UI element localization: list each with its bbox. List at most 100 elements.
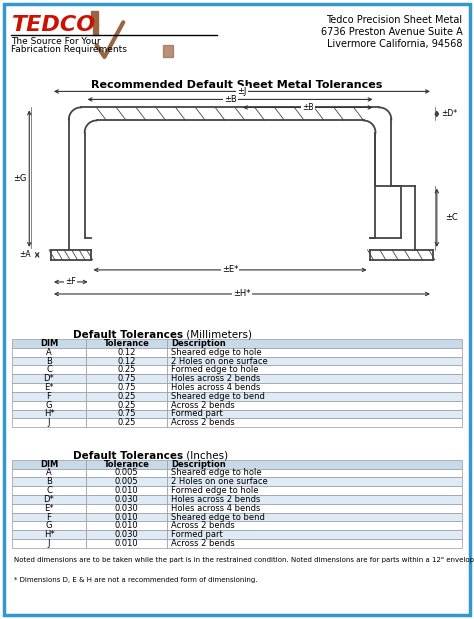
Text: Sheared edge to hole: Sheared edge to hole [171, 469, 262, 477]
Text: H*: H* [44, 530, 55, 539]
Bar [12, 410, 86, 418]
Bar [12, 530, 86, 539]
Text: 0.030: 0.030 [115, 495, 138, 504]
Text: 0.010: 0.010 [115, 513, 138, 521]
Text: 0.030: 0.030 [115, 504, 138, 513]
Bar [12, 392, 86, 400]
Bar [86, 357, 167, 365]
Bar [12, 348, 86, 357]
Text: Formed edge to hole: Formed edge to hole [171, 486, 258, 495]
Bar [86, 530, 167, 539]
Bar [12, 357, 86, 365]
Text: Tolerance: Tolerance [104, 460, 150, 469]
Bar [167, 365, 462, 374]
Bar [12, 400, 86, 410]
Text: B: B [46, 357, 52, 366]
Text: 0.010: 0.010 [115, 539, 138, 548]
Text: Holes across 2 bends: Holes across 2 bends [171, 374, 260, 383]
Bar [12, 504, 86, 513]
Text: Formed part: Formed part [171, 409, 223, 418]
Bar [12, 418, 86, 427]
Text: J: J [48, 539, 50, 548]
Text: 0.005: 0.005 [115, 469, 138, 477]
Bar [86, 410, 167, 418]
Text: 0.25: 0.25 [118, 400, 136, 410]
Text: ±B: ±B [224, 95, 237, 104]
Text: E*: E* [44, 504, 54, 513]
Text: H*: H* [44, 409, 55, 418]
Text: Formed edge to hole: Formed edge to hole [171, 365, 258, 374]
Bar [167, 348, 462, 357]
Bar [167, 469, 462, 477]
Text: TEDCO: TEDCO [11, 15, 96, 35]
Bar [12, 477, 86, 486]
Bar [167, 400, 462, 410]
Bar [86, 348, 167, 357]
Text: ±G: ±G [13, 174, 26, 183]
Text: 2 Holes on one surface: 2 Holes on one surface [171, 357, 267, 366]
Bar [86, 521, 167, 530]
Text: 0.75: 0.75 [118, 383, 136, 392]
Text: DIM: DIM [40, 339, 58, 348]
Bar [167, 477, 462, 486]
Text: Tedco Precision Sheet Metal: Tedco Precision Sheet Metal [327, 15, 463, 25]
Bar [12, 365, 86, 374]
Text: Sheared edge to bend: Sheared edge to bend [171, 392, 264, 400]
Text: ±F: ±F [65, 277, 76, 287]
Bar [167, 418, 462, 427]
Text: Across 2 bends: Across 2 bends [171, 418, 235, 427]
Text: C: C [46, 486, 52, 495]
Text: 0.25: 0.25 [118, 418, 136, 427]
Bar [167, 357, 462, 365]
Text: Holes across 4 bends: Holes across 4 bends [171, 383, 260, 392]
Bar [86, 469, 167, 477]
Bar [86, 374, 167, 383]
Text: 6736 Preston Avenue Suite A: 6736 Preston Avenue Suite A [321, 27, 463, 37]
Text: Sheared edge to bend: Sheared edge to bend [171, 513, 264, 521]
Text: J: J [48, 418, 50, 427]
Text: 0.25: 0.25 [118, 392, 136, 400]
Text: Across 2 bends: Across 2 bends [171, 400, 235, 410]
Text: Holes across 2 bends: Holes across 2 bends [171, 495, 260, 504]
Text: 2 Holes on one surface: 2 Holes on one surface [171, 477, 267, 487]
Text: C: C [46, 365, 52, 374]
Bar [167, 339, 462, 348]
Text: Formed part: Formed part [171, 530, 223, 539]
Bar [86, 400, 167, 410]
Text: D*: D* [44, 495, 55, 504]
Text: 0.005: 0.005 [115, 477, 138, 487]
Text: The Source For Your: The Source For Your [11, 37, 101, 46]
Text: ±J: ±J [237, 87, 246, 96]
Text: F: F [46, 392, 52, 400]
Text: Noted dimensions are to be taken while the part is in the restrained condition. : Noted dimensions are to be taken while t… [14, 557, 474, 563]
Bar [12, 539, 86, 548]
Bar [167, 504, 462, 513]
Bar [86, 418, 167, 427]
Bar [12, 339, 86, 348]
Bar [86, 339, 167, 348]
Bar [163, 45, 173, 57]
Text: (Inches): (Inches) [183, 451, 228, 461]
Text: 0.75: 0.75 [118, 374, 136, 383]
Bar [167, 513, 462, 521]
Text: Holes across 4 bends: Holes across 4 bends [171, 504, 260, 513]
Text: ±B: ±B [302, 103, 313, 112]
Text: ±C: ±C [445, 214, 458, 222]
Text: D*: D* [44, 374, 55, 383]
Text: 0.75: 0.75 [118, 409, 136, 418]
Bar [12, 374, 86, 383]
Text: G: G [46, 521, 52, 530]
Bar [86, 495, 167, 504]
Bar [167, 383, 462, 392]
Text: Across 2 bends: Across 2 bends [171, 521, 235, 530]
Text: ±E*: ±E* [222, 266, 238, 274]
Text: DIM: DIM [40, 460, 58, 469]
Text: Across 2 bends: Across 2 bends [171, 539, 235, 548]
Bar [12, 495, 86, 504]
Bar [167, 539, 462, 548]
Text: Livermore California, 94568: Livermore California, 94568 [327, 39, 463, 49]
Bar [167, 486, 462, 495]
Text: ±H*: ±H* [233, 290, 251, 298]
Bar [12, 383, 86, 392]
Text: 0.010: 0.010 [115, 486, 138, 495]
